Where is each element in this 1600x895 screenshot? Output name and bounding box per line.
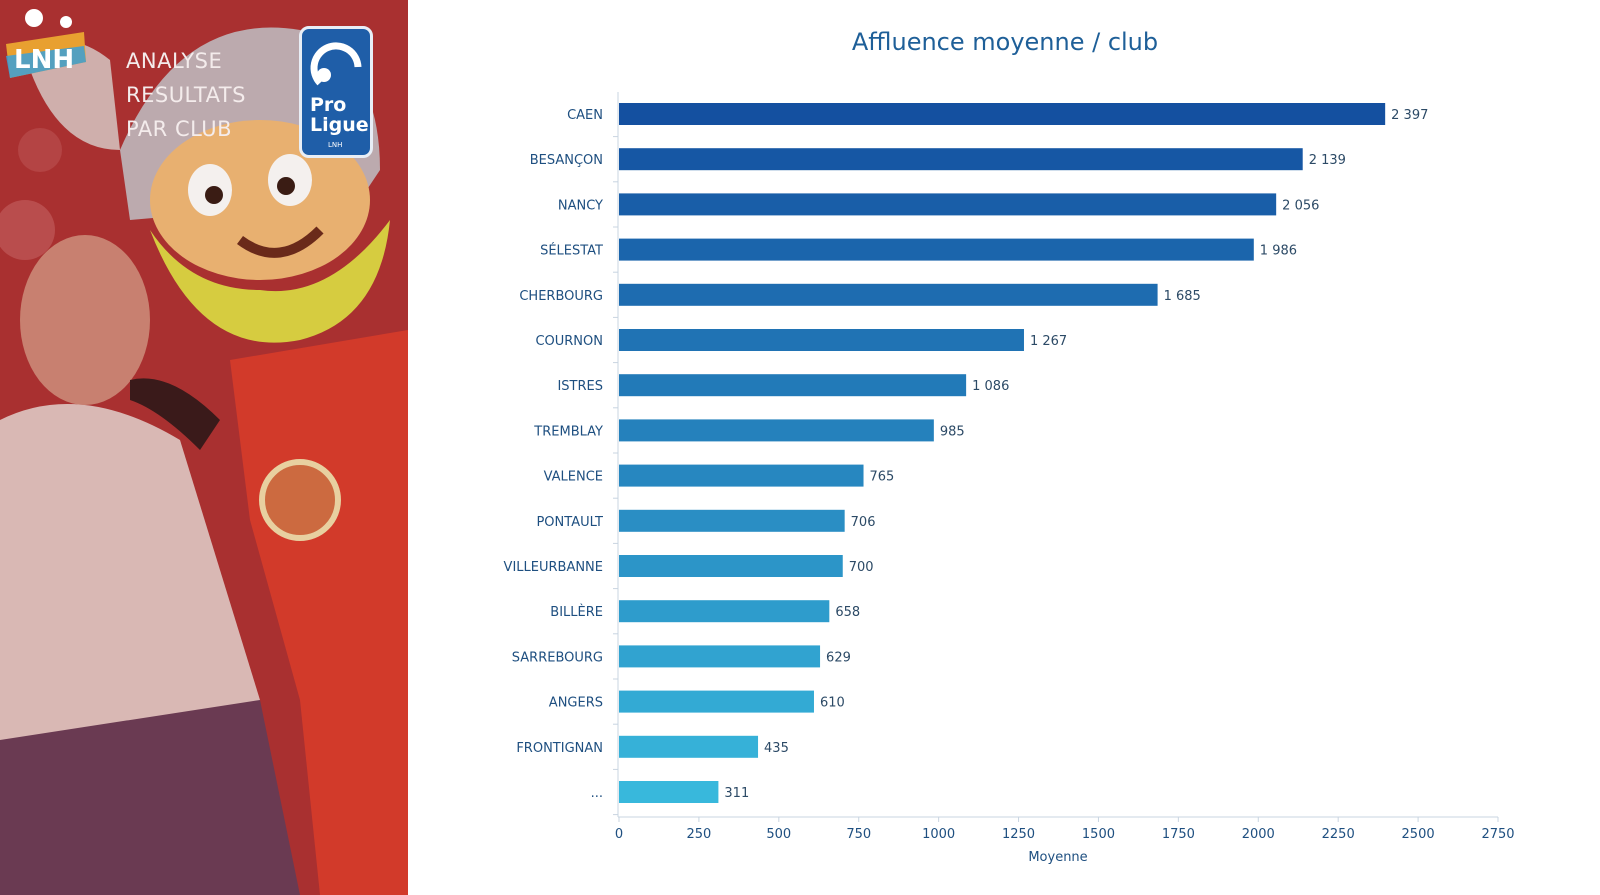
- mascot-horn: [30, 42, 120, 150]
- data-label: 435: [764, 741, 789, 756]
- lnh-logo-text: LNH: [14, 45, 74, 75]
- category-label: SÉLESTAT: [540, 243, 603, 259]
- category-label: BESANÇON: [530, 153, 603, 168]
- panel-title-line: ANALYSE: [126, 49, 223, 73]
- data-label: 765: [870, 470, 895, 485]
- data-label: 658: [835, 605, 860, 620]
- mascot-pupil: [277, 177, 295, 195]
- category-label: TREMBLAY: [533, 424, 603, 439]
- x-tick-label: 1500: [1082, 827, 1115, 842]
- data-label: 2 056: [1282, 198, 1319, 213]
- proligue-word-ligue: Ligue: [310, 114, 369, 136]
- bar: [619, 374, 967, 397]
- bar: [619, 690, 814, 713]
- category-label: NANCY: [558, 198, 603, 213]
- panel-title: ANALYSE RESULTATS PAR CLUB: [126, 44, 246, 146]
- bar: [619, 735, 759, 758]
- bar: [619, 283, 1158, 306]
- x-tick-label: 1750: [1162, 827, 1195, 842]
- data-label: 2 397: [1391, 108, 1428, 123]
- bar: [619, 645, 821, 668]
- bar: [619, 419, 934, 442]
- crowd-blob: [18, 128, 62, 172]
- category-label: COURNON: [535, 334, 603, 349]
- proligue-small-text: LNH: [328, 141, 343, 149]
- category-label: CHERBOURG: [519, 289, 603, 304]
- bar: [619, 555, 843, 577]
- data-label: 629: [826, 650, 851, 665]
- x-tick-label: 750: [846, 827, 871, 842]
- x-axis-title: Moyenne: [1028, 850, 1087, 865]
- x-tick-label: 1250: [1002, 827, 1035, 842]
- category-label: PONTAULT: [536, 515, 603, 530]
- panel-title-line: PAR CLUB: [126, 117, 233, 141]
- category-label: VILLEURBANNE: [504, 560, 603, 575]
- data-label: 706: [851, 515, 876, 530]
- bar: [619, 509, 845, 532]
- category-label: ISTRES: [557, 379, 603, 394]
- bar: [619, 781, 719, 803]
- x-tick-label: 0: [615, 827, 623, 842]
- chart-title: Affluence moyenne / club: [851, 28, 1159, 56]
- data-label: 1 986: [1260, 244, 1297, 259]
- data-label: 2 139: [1309, 153, 1346, 168]
- x-tick-label: 500: [766, 827, 791, 842]
- mascot-badge: [259, 459, 341, 541]
- category-label: BILLÈRE: [550, 604, 603, 620]
- bar: [619, 193, 1277, 216]
- proligue-logo: Pro Ligue LNH: [299, 26, 373, 158]
- x-tick-label: 1000: [922, 827, 955, 842]
- x-tick-label: 2250: [1322, 827, 1355, 842]
- bar: [619, 238, 1254, 261]
- data-label: 985: [940, 424, 965, 439]
- data-label: 1 685: [1164, 289, 1201, 304]
- mascot-pupil: [205, 186, 223, 204]
- proligue-logo-mark: [310, 42, 362, 86]
- lnh-logo-head: [25, 9, 43, 27]
- man-hand: [130, 378, 220, 450]
- lnh-logo: LNH: [6, 9, 86, 78]
- bar: [619, 148, 1303, 171]
- data-label: 1 267: [1030, 334, 1067, 349]
- category-label: ...: [591, 786, 603, 801]
- mascot-mouth: [237, 226, 324, 258]
- bar: [619, 329, 1024, 351]
- lnh-logo-ball: [60, 16, 72, 28]
- bars-layer: CAEN 2 397 BESANÇON 2 139 NANCY 2 056 SÉLESTAT…: [504, 92, 1515, 865]
- x-tick-label: 2500: [1402, 827, 1435, 842]
- lnh-logo-band-blue: [6, 46, 86, 78]
- x-tick-label: 2750: [1481, 827, 1514, 842]
- category-label: ANGERS: [549, 696, 603, 711]
- category-label: SARREBOURG: [512, 650, 603, 665]
- data-label: 700: [849, 560, 874, 575]
- proligue-dot: [317, 68, 331, 82]
- bar: [619, 103, 1386, 125]
- photo-panel: LNH ANALYSE RESULTATS PAR CLUB Pro Ligue…: [0, 0, 408, 895]
- mascot-beard: [150, 220, 390, 343]
- proligue-word-pro: Pro: [310, 94, 347, 116]
- data-label: 610: [820, 696, 845, 711]
- bar: [619, 600, 830, 623]
- category-label: VALENCE: [544, 470, 603, 485]
- data-label: 1 086: [972, 379, 1009, 394]
- panel-title-line: RESULTATS: [126, 83, 246, 107]
- bar: [619, 464, 864, 487]
- proligue-arc: [310, 42, 362, 86]
- crowd-blob: [0, 200, 55, 260]
- category-label: CAEN: [567, 108, 603, 123]
- x-tick-label: 2000: [1242, 827, 1275, 842]
- data-label: 311: [724, 786, 749, 801]
- x-tick-label: 250: [686, 827, 711, 842]
- category-label: FRONTIGNAN: [516, 741, 603, 756]
- man-head: [20, 235, 150, 405]
- proligue-wordmark: Pro Ligue: [310, 95, 369, 135]
- man-trousers: [0, 700, 300, 895]
- man-shirt: [0, 404, 260, 760]
